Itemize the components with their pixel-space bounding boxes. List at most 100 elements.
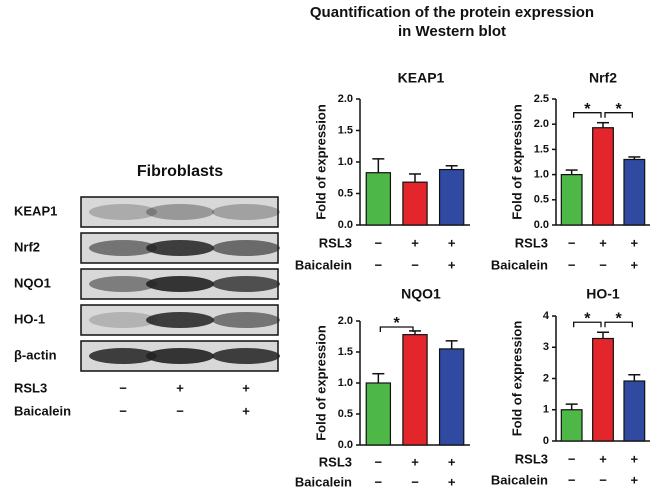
bar (560, 174, 583, 226)
blot-band (212, 204, 280, 220)
blot-row-label: HO-1 (14, 311, 45, 326)
y-tick-label: 0.5 (338, 187, 353, 199)
y-axis-label: Fold of expression (509, 104, 524, 220)
bar (592, 337, 614, 442)
blot-title: Fibroblasts (137, 163, 223, 180)
condition-sign: + (448, 257, 456, 272)
condition-sign: − (375, 257, 383, 272)
error-bar (372, 372, 385, 383)
y-tick-label: 0 (543, 435, 549, 447)
error-bar (628, 156, 641, 160)
y-tick-label: 1.0 (338, 156, 353, 168)
y-axis-label: Fold of expression (509, 321, 524, 437)
y-axis-label: Fold of expression (313, 325, 328, 441)
significance-bracket (573, 321, 602, 328)
blot-band (212, 276, 280, 292)
chart-title: NQO1 (401, 286, 441, 302)
condition-sign: + (448, 454, 456, 469)
y-tick-label: 0.0 (534, 219, 549, 231)
bar (623, 380, 646, 442)
condition-label: RSL3 (319, 454, 352, 469)
condition-sign: + (242, 380, 250, 395)
condition-label: RSL3 (14, 380, 47, 395)
chart-title: KEAP1 (398, 70, 445, 86)
condition-sign: − (375, 454, 383, 469)
figure-title: Quantification of the protein expression (310, 4, 594, 21)
y-tick-label: 0.5 (534, 194, 549, 206)
condition-sign: − (568, 235, 576, 250)
bar (560, 409, 583, 442)
significance-bracket (604, 112, 633, 118)
blot-band (146, 204, 214, 220)
significance-bracket (379, 326, 414, 332)
chart-title: Nrf2 (589, 70, 617, 86)
condition-label: Baicalein (14, 403, 71, 418)
blot-row-label: β-actin (14, 347, 57, 362)
condition-sign: − (119, 380, 127, 395)
significance-bracket (573, 112, 602, 118)
condition-sign: + (631, 451, 639, 466)
error-bar (372, 158, 385, 173)
y-tick-label: 1.5 (338, 346, 353, 358)
y-tick-label: 0.5 (338, 408, 353, 420)
condition-sign: − (375, 474, 383, 489)
condition-sign: + (599, 235, 607, 250)
condition-sign: + (448, 474, 456, 489)
bar (365, 172, 392, 226)
condition-sign: − (568, 472, 576, 487)
condition-sign: + (631, 472, 639, 487)
significance-star: * (584, 101, 591, 118)
figure-title: in Western blot (398, 23, 506, 40)
error-bar (445, 165, 458, 170)
bar (438, 348, 465, 446)
error-bar (628, 374, 641, 381)
y-axis-label: Fold of expression (313, 104, 328, 220)
y-tick-label: 0.0 (338, 219, 353, 231)
condition-sign: + (242, 403, 250, 418)
error-bar (597, 331, 609, 339)
bar (438, 168, 465, 226)
blot-band (89, 348, 157, 364)
blot-row-label: NQO1 (14, 275, 51, 290)
blot-frame (80, 196, 279, 228)
y-tick-label: 4 (543, 310, 550, 322)
blot-band (89, 240, 157, 256)
condition-sign: + (599, 451, 607, 466)
blot-band (146, 348, 214, 364)
bar (402, 181, 428, 226)
y-tick-label: 3 (543, 341, 549, 353)
y-tick-label: 1.0 (534, 169, 549, 181)
condition-label: Baicalein (295, 474, 352, 489)
y-tick-label: 1 (543, 404, 549, 416)
blot-band (89, 204, 157, 220)
blot-row-label: KEAP1 (14, 203, 57, 218)
error-bar (597, 121, 609, 128)
condition-label: Baicalein (295, 257, 352, 272)
bar (402, 334, 428, 446)
blot-band (212, 348, 280, 364)
condition-sign: + (411, 454, 419, 469)
error-bar (409, 173, 421, 183)
y-tick-label: 2 (543, 372, 549, 384)
condition-sign: − (411, 474, 419, 489)
condition-sign: − (411, 257, 419, 272)
significance-star: * (584, 310, 591, 327)
condition-sign: + (448, 235, 456, 250)
condition-label: RSL3 (515, 235, 548, 250)
condition-sign: + (176, 380, 184, 395)
condition-sign: − (599, 472, 607, 487)
significance-star: * (394, 315, 401, 332)
bar (623, 158, 646, 226)
significance-bracket (604, 321, 633, 328)
significance-star: * (616, 101, 623, 118)
y-tick-label: 1.5 (534, 143, 549, 155)
condition-sign: − (599, 257, 607, 272)
bar (592, 127, 614, 226)
y-tick-label: 0.0 (338, 439, 353, 451)
condition-sign: − (375, 235, 383, 250)
blot-band (89, 312, 157, 328)
condition-label: Baicalein (491, 257, 548, 272)
blot-band (146, 240, 214, 256)
blot-band (146, 276, 214, 292)
